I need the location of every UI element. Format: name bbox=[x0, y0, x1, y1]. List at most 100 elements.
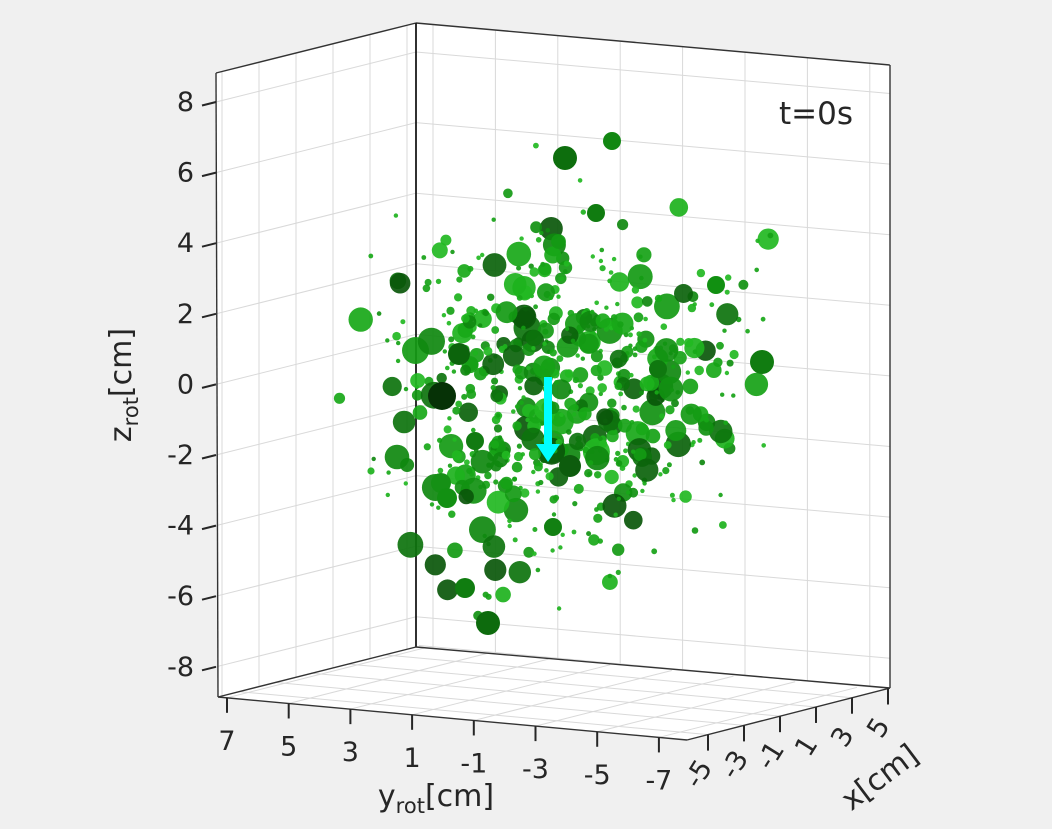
scatter-point bbox=[376, 311, 382, 316]
scatter-point bbox=[612, 543, 625, 556]
scatter-point bbox=[525, 417, 530, 423]
y-tick-label: 1 bbox=[404, 743, 421, 774]
scatter-point bbox=[512, 364, 523, 375]
z-tick-label: 6 bbox=[177, 158, 194, 189]
scatter-point bbox=[577, 383, 584, 389]
scatter-point bbox=[703, 417, 710, 423]
scatter-point bbox=[482, 310, 489, 317]
scatter-point bbox=[531, 346, 536, 351]
scatter-point bbox=[504, 485, 522, 503]
scatter-point bbox=[611, 357, 623, 369]
scatter-point bbox=[564, 397, 577, 410]
scatter-points-large bbox=[428, 132, 774, 635]
scatter-point bbox=[490, 384, 496, 391]
scatter-point bbox=[452, 437, 457, 442]
scatter-point bbox=[490, 389, 504, 403]
z-tick bbox=[201, 171, 217, 178]
scatter-point bbox=[691, 527, 699, 534]
scatter-point bbox=[472, 350, 478, 356]
scatter-point bbox=[495, 301, 518, 324]
scatter-point bbox=[482, 535, 506, 558]
scatter-point bbox=[437, 467, 444, 474]
scatter-point bbox=[545, 472, 554, 481]
z-tick-label: -4 bbox=[167, 511, 194, 542]
scatter-point bbox=[720, 392, 725, 397]
scatter-point-large bbox=[455, 578, 475, 598]
box-edge-floor-front-left bbox=[217, 696, 688, 741]
scatter-point bbox=[441, 313, 447, 318]
scatter-point bbox=[621, 404, 627, 411]
scatter-point bbox=[629, 372, 634, 378]
scatter-point bbox=[627, 264, 653, 290]
scatter-point bbox=[484, 558, 507, 582]
scatter-point bbox=[464, 459, 470, 466]
scatter-point bbox=[617, 219, 629, 231]
scatter-point bbox=[640, 488, 645, 494]
scatter-point bbox=[651, 548, 658, 555]
scatter-point bbox=[585, 445, 610, 471]
scatter-point bbox=[460, 364, 471, 376]
scatter-point bbox=[643, 316, 648, 322]
scatter-point bbox=[539, 230, 544, 236]
scatter-point bbox=[500, 476, 513, 490]
scatter-point bbox=[532, 355, 556, 378]
time-annotation: t=0s bbox=[779, 96, 853, 132]
scatter-point bbox=[744, 372, 769, 397]
scatter-point bbox=[723, 420, 728, 426]
scatter-point bbox=[446, 306, 455, 315]
scatter-point bbox=[696, 268, 706, 278]
y-tick-label: -3 bbox=[522, 754, 549, 785]
scatter-point bbox=[461, 393, 468, 400]
scatter-point bbox=[396, 340, 401, 346]
scatter-point bbox=[516, 295, 523, 301]
scatter-point bbox=[599, 247, 605, 253]
scatter-point bbox=[594, 471, 602, 479]
scatter-point-large bbox=[603, 132, 621, 150]
grid-floor-y bbox=[473, 669, 672, 721]
grid-floor-x bbox=[382, 654, 853, 699]
scatter-point bbox=[435, 278, 442, 285]
scatter-point bbox=[564, 326, 570, 331]
scatter-point bbox=[598, 391, 603, 397]
scatter-point bbox=[604, 469, 619, 485]
scatter-point bbox=[506, 241, 532, 267]
scatter-point bbox=[559, 276, 565, 281]
scatter-point bbox=[447, 463, 453, 468]
scatter-point bbox=[465, 383, 476, 394]
grid-floor-x bbox=[346, 663, 817, 708]
scatter-point bbox=[599, 265, 606, 272]
scatter-point bbox=[533, 462, 543, 472]
scatter-point bbox=[521, 395, 526, 400]
scatter-point bbox=[451, 450, 462, 461]
scatter-point bbox=[431, 242, 448, 259]
gravity-vector-arrow bbox=[536, 377, 560, 462]
scatter-point bbox=[584, 469, 593, 478]
scatter-point bbox=[544, 468, 549, 473]
y-axis-label: yrot[cm] bbox=[378, 779, 494, 818]
scatter-point bbox=[654, 294, 663, 303]
scatter-point bbox=[497, 435, 503, 440]
scatter-point bbox=[502, 344, 508, 349]
scatter-point bbox=[608, 270, 614, 275]
scatter-point bbox=[411, 389, 423, 401]
scatter-point bbox=[474, 367, 487, 381]
z-tick-label: -8 bbox=[167, 652, 194, 683]
scatter-point bbox=[613, 512, 618, 517]
scatter-point bbox=[658, 376, 684, 402]
scatter-point bbox=[491, 217, 496, 222]
scatter-point bbox=[392, 331, 401, 341]
scatter-point bbox=[573, 483, 584, 494]
scatter-point bbox=[642, 296, 653, 307]
scatter-point bbox=[528, 263, 534, 269]
z-tick bbox=[201, 524, 217, 531]
scatter-point-large bbox=[750, 350, 774, 374]
scatter-point bbox=[551, 234, 566, 249]
scatter-point bbox=[554, 380, 559, 385]
scatter-point bbox=[694, 365, 704, 376]
scatter-point bbox=[687, 303, 697, 313]
scatter-point bbox=[709, 302, 715, 308]
scatter-point bbox=[616, 496, 621, 501]
scatter-point bbox=[632, 405, 640, 413]
z-axis-label: zrot[cm] bbox=[104, 328, 143, 442]
